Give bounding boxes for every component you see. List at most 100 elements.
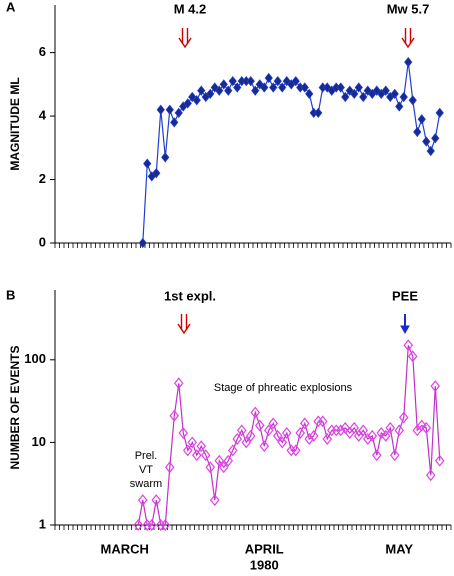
marker — [156, 104, 165, 115]
marker — [218, 461, 229, 474]
marker — [269, 82, 278, 93]
annotation: Mw 5.7 — [387, 1, 430, 16]
marker — [151, 494, 162, 507]
annotation: 1st expl. — [164, 288, 216, 303]
marker — [407, 350, 418, 363]
x-axis-label: 1980 — [250, 557, 279, 572]
marker — [155, 519, 166, 531]
marker — [268, 417, 279, 430]
marker — [399, 91, 408, 103]
marker — [161, 152, 170, 163]
marker — [182, 444, 193, 457]
marker — [335, 424, 346, 437]
marker — [358, 424, 369, 437]
marker — [295, 427, 306, 439]
marker — [389, 449, 400, 462]
annotation: Prel. — [135, 450, 158, 462]
marker — [291, 76, 300, 87]
arrow-head — [401, 37, 415, 49]
marker — [263, 424, 274, 437]
y-tick-label: 4 — [39, 108, 47, 123]
marker — [308, 429, 319, 442]
marker — [215, 85, 224, 96]
marker — [413, 126, 422, 138]
marker — [408, 95, 417, 106]
marker — [381, 85, 390, 96]
y-tick-label: 1 — [39, 516, 46, 531]
marker — [435, 107, 444, 119]
marker — [232, 433, 243, 445]
marker — [390, 88, 399, 99]
annotation: VT — [139, 464, 153, 476]
marker — [305, 88, 314, 99]
marker — [138, 237, 147, 249]
marker — [376, 427, 387, 439]
marker — [281, 427, 292, 439]
marker — [326, 424, 337, 437]
marker — [286, 444, 297, 457]
series-line — [137, 345, 441, 526]
marker — [385, 421, 396, 434]
marker — [233, 82, 242, 93]
marker — [300, 82, 309, 93]
marker — [152, 168, 161, 179]
marker — [277, 436, 288, 449]
marker — [183, 98, 192, 109]
marker — [317, 415, 328, 428]
annotation: PEE — [392, 288, 418, 303]
x-tick-label: MAY — [385, 541, 413, 556]
marker — [354, 82, 363, 93]
marker — [359, 91, 368, 103]
marker — [228, 76, 237, 87]
marker — [304, 433, 315, 445]
marker — [245, 429, 256, 442]
marker — [219, 79, 228, 90]
y-tick-label: 100 — [24, 351, 46, 366]
marker — [273, 76, 282, 87]
marker — [178, 427, 189, 439]
marker — [398, 411, 409, 424]
marker — [434, 454, 445, 467]
marker — [236, 424, 247, 437]
marker — [224, 85, 233, 96]
y-axis-label: MAGNITUDE ML — [8, 77, 22, 170]
marker — [133, 519, 144, 531]
marker — [173, 377, 184, 390]
marker — [196, 440, 207, 453]
marker — [206, 88, 215, 99]
marker — [278, 82, 287, 93]
marker — [403, 339, 414, 352]
marker — [290, 444, 301, 457]
panel-label: A — [6, 0, 16, 14]
marker — [322, 433, 333, 445]
marker — [251, 85, 260, 96]
y-tick-label: 10 — [32, 434, 46, 449]
marker — [191, 449, 202, 462]
arrow-head — [178, 37, 192, 49]
marker — [394, 424, 405, 437]
marker — [143, 158, 152, 169]
marker — [254, 419, 265, 432]
annotation: M 4.2 — [174, 1, 207, 16]
marker — [350, 88, 359, 99]
marker — [426, 145, 435, 157]
marker — [353, 429, 364, 442]
marker — [272, 429, 283, 442]
marker — [165, 104, 174, 115]
marker — [250, 406, 261, 419]
marker — [214, 454, 225, 467]
marker — [192, 95, 201, 106]
marker — [371, 449, 382, 462]
marker — [146, 519, 157, 531]
marker — [380, 429, 391, 442]
marker — [174, 107, 183, 119]
marker — [223, 454, 234, 467]
arrow-head — [177, 323, 191, 335]
marker — [417, 114, 426, 125]
marker — [331, 424, 342, 437]
marker — [299, 417, 310, 430]
marker — [260, 82, 269, 93]
marker — [422, 136, 431, 147]
